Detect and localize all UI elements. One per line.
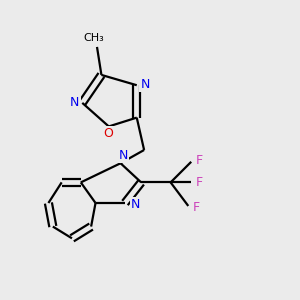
Text: F: F [193, 201, 200, 214]
Text: N: N [130, 198, 140, 211]
Text: F: F [196, 154, 203, 167]
Text: N: N [119, 149, 128, 162]
Text: F: F [196, 176, 203, 189]
Text: N: N [70, 95, 80, 109]
Text: CH₃: CH₃ [83, 33, 104, 43]
Text: N: N [140, 78, 150, 91]
Text: O: O [103, 127, 113, 140]
